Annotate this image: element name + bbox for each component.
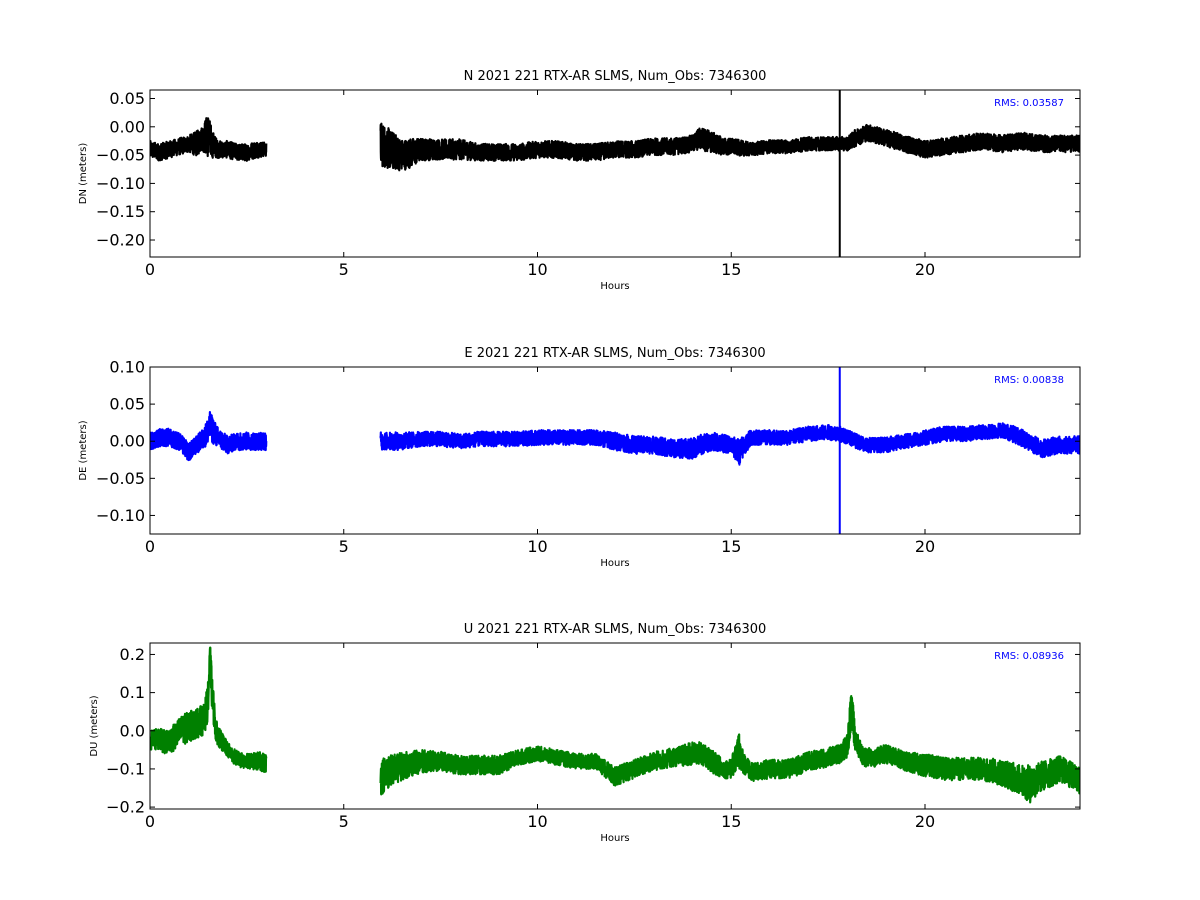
north-y-tick-label: −0.10: [96, 174, 145, 193]
east-y-tick-label: −0.10: [96, 506, 145, 525]
north-axes-frame: [149, 89, 1081, 258]
north-plot-area: [150, 90, 1080, 257]
up-y-tick-label: 0.1: [120, 683, 145, 702]
north-x-tick-label: 15: [721, 260, 741, 279]
east-y-tick-label: 0.00: [109, 432, 145, 451]
subplot-north: 0 5 10 15 20 0.05 0.00 −0.05 −0.10 −0.15 −0.20 N 20…: [78, 69, 1081, 292]
up-chart-title: U 2021 221 RTX-AR SLMS, Num_Obs: 7346300: [464, 622, 767, 637]
east-rms-annotation: RMS: 0.00838: [994, 375, 1064, 386]
up-series-segment-1: [150, 646, 268, 773]
east-x-tick-label: 15: [721, 537, 741, 556]
east-y-tick-label: 0.05: [109, 395, 145, 414]
east-x-tick-label: 20: [915, 537, 935, 556]
east-x-tick-label: 0: [145, 537, 155, 556]
east-y-axis-label: DE (meters): [78, 420, 89, 480]
up-x-tick-label: 5: [339, 812, 349, 831]
north-y-tick-label: −0.15: [96, 202, 145, 221]
east-series-segment-2: [379, 422, 1080, 466]
east-x-tick-label: 5: [339, 537, 349, 556]
north-x-tick-label: 10: [527, 260, 547, 279]
up-y-axis-label: DU (meters): [89, 695, 100, 756]
up-x-axis-label: Hours: [600, 833, 629, 844]
up-x-tick-label: 0: [145, 812, 155, 831]
north-y-tick-label: −0.20: [96, 231, 145, 250]
up-y-tick-label: 0.2: [120, 645, 145, 664]
north-y-tick-label: 0.00: [109, 117, 145, 136]
east-series-segment-1: [150, 411, 268, 462]
north-series-segment-1: [150, 117, 268, 162]
up-rms-annotation: RMS: 0.08936: [994, 651, 1064, 662]
up-x-tick-label: 15: [721, 812, 741, 831]
north-x-tick-label: 20: [915, 260, 935, 279]
east-axes-frame: [149, 366, 1081, 535]
north-x-tick-label: 0: [145, 260, 155, 279]
up-axes-frame: [149, 642, 1081, 810]
east-x-axis-label: Hours: [600, 558, 629, 569]
east-x-tick-label: 10: [527, 537, 547, 556]
north-rms-annotation: RMS: 0.03587: [994, 98, 1064, 109]
north-series-segment-2: [379, 122, 1080, 172]
east-y-tick-label: 0.10: [109, 358, 145, 377]
up-x-tick-label: 20: [915, 812, 935, 831]
up-y-tick-label: −0.2: [106, 798, 145, 817]
up-x-tick-label: 10: [527, 812, 547, 831]
up-plot-area: [150, 646, 1080, 804]
up-y-tick-label: 0.0: [120, 721, 145, 740]
north-chart-title: N 2021 221 RTX-AR SLMS, Num_Obs: 7346300: [464, 69, 767, 84]
north-y-tick-label: 0.05: [109, 89, 145, 108]
east-plot-area: [150, 367, 1080, 534]
north-y-tick-label: −0.05: [96, 146, 145, 165]
north-x-axis-label: Hours: [600, 281, 629, 292]
north-x-tick-label: 5: [339, 260, 349, 279]
east-y-tick-label: −0.05: [96, 469, 145, 488]
subplot-up: 0 5 10 15 20 0.2 0.1 0.0 −0.1 −0.2 U 2021 221 RTX-…: [89, 622, 1081, 844]
east-chart-title: E 2021 221 RTX-AR SLMS, Num_Obs: 7346300: [464, 346, 765, 361]
north-y-axis-label: DN (meters): [78, 143, 89, 205]
up-y-tick-label: −0.1: [106, 759, 145, 778]
subplot-east: 0 5 10 15 20 0.10 0.05 0.00 −0.05 −0.10 E 2021 221…: [78, 346, 1081, 569]
up-series-segment-2: [379, 694, 1080, 804]
